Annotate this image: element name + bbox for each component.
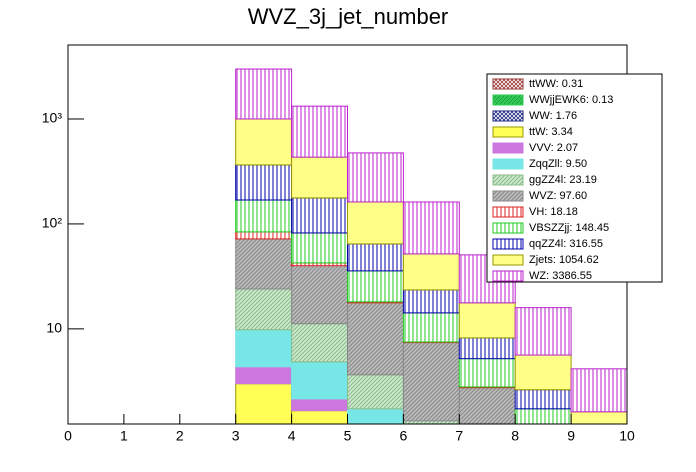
histogram-segment [514,307,572,356]
x-tick-label: 7 [455,428,463,444]
legend-swatch [492,110,524,122]
histogram-segment [235,329,293,368]
legend-swatch [492,206,524,218]
x-tick-label: 2 [176,428,184,444]
legend-swatch [492,254,524,266]
x-tick-label: 6 [400,428,408,444]
legend-label: WW: 1.76 [529,110,577,122]
chart-title: WVZ_3j_jet_number [248,4,449,29]
histogram-segment [347,374,404,410]
legend-swatch [492,78,524,90]
y-tick-label: 10² [42,215,63,231]
legend-label: qqZZ4l: 316.55 [529,238,603,250]
histogram-segment [291,323,349,363]
legend-label: VBSZZjj: 148.45 [529,222,609,234]
legend-label: Zjets: 1054.62 [529,254,599,266]
histogram-segment [235,164,293,201]
legend-label: ttWW: 0.31 [529,78,583,90]
legend-swatch [492,174,524,186]
legend-label: WZ: 3386.55 [529,270,592,282]
histogram-segment [291,105,349,158]
histogram-segment [291,361,349,400]
histogram-segment [347,408,404,425]
histogram-segment [458,387,516,425]
legend-swatch [492,222,524,234]
histogram-segment [514,408,572,425]
histogram-segment [291,265,349,325]
histogram-segment [402,342,460,422]
legend-label: WVZ: 97.60 [529,190,587,202]
histogram-segment [235,231,293,240]
histogram-segment [458,337,516,360]
legend-label: WWjjEWK6: 0.13 [529,94,613,106]
histogram-segment [291,398,349,412]
histogram-segment [235,288,293,331]
histogram-segment [235,238,293,290]
legend-label: ggZZ4l: 23.19 [529,174,597,186]
histogram-segment [235,383,293,425]
histogram-segment [570,368,628,413]
y-tick-label: 10 [46,320,62,336]
histogram-segment [291,410,349,425]
histogram-segment [347,270,404,303]
legend-swatch [492,238,524,250]
legend-swatch [492,158,524,170]
x-tick-label: 1 [120,428,128,444]
histogram-segment [347,302,404,376]
histogram-segment [235,118,293,166]
x-tick-label: 8 [511,428,519,444]
histogram-segment [402,312,460,343]
histogram-segment [347,243,404,272]
legend-swatch [492,94,524,106]
histogram-segment [402,289,460,314]
histogram-segment [402,201,460,255]
histogram-segment [514,354,572,391]
legend-swatch [492,190,524,202]
x-tick-label: 3 [232,428,240,444]
histogram-segment [291,156,349,199]
x-tick-label: 10 [619,428,635,444]
legend-label: ZqqZll: 9.50 [529,158,587,170]
histogram-segment [291,197,349,234]
legend-label: VH: 18.18 [529,206,578,218]
y-tick-label: 10³ [42,110,63,126]
histogram-segment [347,201,404,245]
legend-label: VVV: 2.07 [529,142,578,154]
histogram-segment [235,366,293,385]
histogram-segment [235,199,293,233]
histogram-segment [291,232,349,264]
histogram-segment [458,358,516,388]
plot-area [235,68,628,425]
x-tick-label: 9 [567,428,575,444]
legend-swatch [492,126,524,138]
legend-swatch [492,270,524,282]
histogram-segment [347,152,404,203]
x-tick-label: 0 [64,428,72,444]
x-tick-label: 5 [344,428,352,444]
histogram-segment [402,253,460,291]
histogram-segment [235,68,293,120]
histogram-segment [570,411,628,425]
histogram-segment [514,389,572,410]
x-tick-label: 4 [288,428,296,444]
legend-swatch [492,142,524,154]
legend-label: ttW: 3.34 [529,126,573,138]
legend: ttWW: 0.31 WWjjEWK6: 0.13 WW: 1.76 ttW: 3.3… [486,73,663,283]
histogram-segment [458,302,516,339]
